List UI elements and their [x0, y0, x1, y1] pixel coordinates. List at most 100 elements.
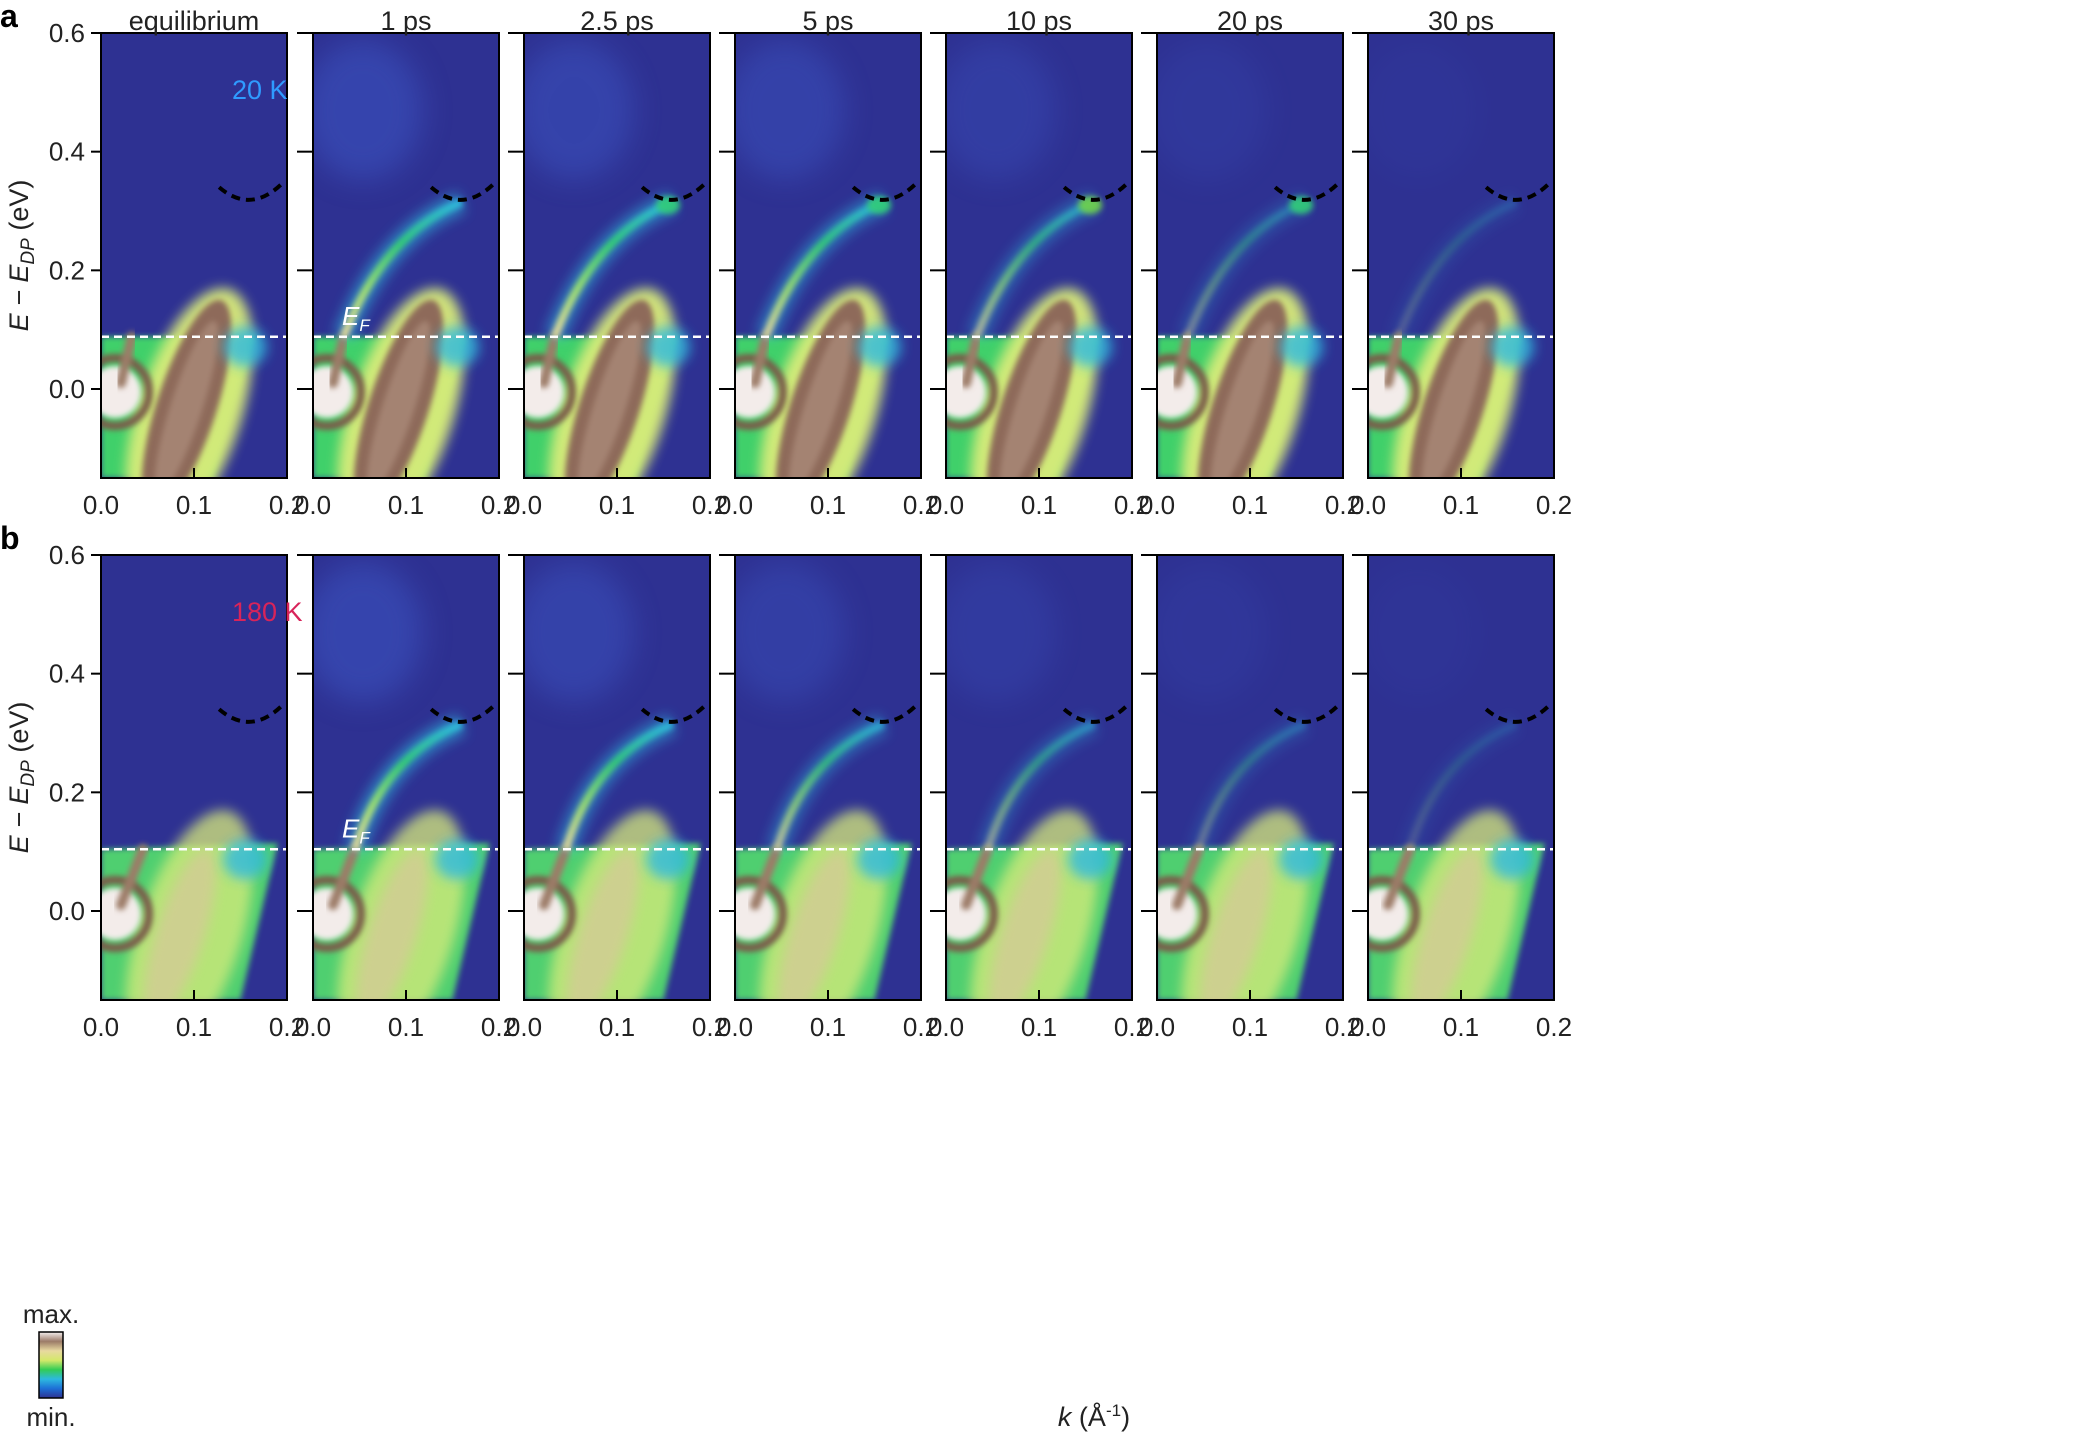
dirac-cone-rim: [1157, 353, 1209, 430]
dirac-cone-core: [524, 887, 564, 940]
surface-state-branch: [328, 331, 349, 389]
conduction-band-guide: [429, 181, 496, 202]
fermi-edge-glow: [1490, 839, 1535, 880]
column-title: 30 ps: [1428, 6, 1494, 36]
excited-band: [1195, 720, 1308, 851]
panel-letter-a: a: [0, 0, 18, 34]
surface-state-branch: [750, 331, 771, 389]
dirac-cone-rim: [101, 875, 153, 952]
dirac-cone-rim: [946, 875, 998, 952]
y-tick-label: 0.2: [49, 255, 85, 285]
bulk-band-core: [778, 848, 851, 1000]
surface-state-branch: [1383, 331, 1404, 389]
excited-band: [562, 720, 675, 851]
x-tick-label: 0.0: [717, 1012, 753, 1042]
dirac-cone-core: [735, 365, 775, 418]
hot-electron-glow: [735, 562, 845, 703]
excited-band: [550, 198, 675, 339]
x-tick-label: 0.2: [481, 1012, 517, 1042]
bulk-band-center: [577, 321, 642, 478]
hot-electron-glow: [1157, 40, 1267, 181]
x-tick-label: 0.2: [481, 490, 517, 520]
y-tick-label: 0.4: [49, 137, 85, 167]
dirac-cone-rim: [735, 353, 787, 430]
x-tick-label: 0.2: [1114, 490, 1150, 520]
surface-state-branch: [1172, 844, 1204, 911]
hot-electron-glow: [946, 40, 1056, 181]
column-title: 2.5 ps: [580, 6, 654, 36]
excited-band: [1183, 198, 1308, 339]
surface-state-branch: [1383, 844, 1415, 911]
excited-band: [773, 720, 886, 851]
x-tick-label: 0.0: [928, 1012, 964, 1042]
fermi-edge-glow: [1068, 326, 1113, 367]
fermi-edge-glow: [1279, 326, 1324, 367]
surface-state-branch: [328, 844, 360, 911]
panel-a-3: 0.0 0.1 0.2 5 ps: [717, 6, 939, 520]
fermi-edge-glow: [646, 839, 691, 880]
x-tick-label: 0.2: [269, 490, 305, 520]
y-tick-label: 0.6: [49, 540, 85, 570]
x-tick-label: 0.2: [903, 1012, 939, 1042]
bulk-band-core: [1200, 848, 1273, 1000]
conduction-band-guide: [640, 181, 707, 202]
column-title: 5 ps: [802, 6, 853, 36]
temperature-label: 180 K: [232, 597, 303, 627]
fermi-edge-glow: [1279, 839, 1324, 880]
x-tick-label: 0.0: [506, 490, 542, 520]
x-tick-label: 0.0: [1350, 490, 1386, 520]
panel-a-6: 0.0 0.1 0.2 30 ps: [1350, 6, 1572, 520]
y-axis-label: E − EDP (eV): [4, 180, 39, 332]
surface-state-branch: [116, 844, 148, 911]
x-tick-label: 0.0: [83, 1012, 119, 1042]
bulk-band-core: [567, 848, 640, 1000]
bulk-band-core: [989, 848, 1062, 1000]
dirac-cone-core: [946, 365, 986, 418]
fermi-edge-glow: [435, 839, 480, 880]
surface-state-branch: [961, 331, 982, 389]
bulk-band-center: [1421, 321, 1486, 478]
x-tick-label: 0.1: [810, 490, 846, 520]
panel-b-2: 0.0 0.1 0.2: [506, 554, 728, 1042]
x-tick-label: 0.0: [928, 490, 964, 520]
x-tick-label: 0.0: [506, 1012, 542, 1042]
fermi-level-label: EF: [342, 301, 371, 335]
conduction-band-guide: [851, 181, 918, 202]
fermi-edge-glow: [857, 326, 902, 367]
dirac-cone-core: [101, 887, 141, 940]
bulk-band-center: [788, 321, 853, 478]
dirac-cone-rim: [1368, 875, 1420, 952]
x-tick-label: 0.0: [1139, 490, 1175, 520]
panel-a-1: 0.0 0.1 0.2 1 ps: [295, 6, 517, 520]
x-tick-label: 0.1: [1443, 1012, 1479, 1042]
x-tick-label: 0.1: [176, 490, 212, 520]
conduction-band-guide: [217, 181, 284, 202]
dirac-cone-rim: [313, 875, 365, 952]
x-tick-label: 0.2: [692, 490, 728, 520]
fermi-edge-glow: [646, 326, 691, 367]
x-tick-label: 0.0: [295, 1012, 331, 1042]
colorbar: [38, 1331, 64, 1399]
x-tick-label: 0.2: [1536, 1012, 1572, 1042]
hot-electron-glow: [524, 562, 634, 703]
dirac-cone-rim: [524, 353, 576, 430]
panel-b-4: 0.0 0.1 0.2: [928, 554, 1150, 1042]
dirac-cone-rim: [101, 353, 153, 430]
dirac-cone-core: [1157, 365, 1197, 418]
x-tick-label: 0.1: [388, 490, 424, 520]
dirac-cone-core: [313, 365, 353, 418]
hot-electron-glow: [313, 40, 423, 181]
column-title: 20 ps: [1217, 6, 1283, 36]
x-tick-label: 0.2: [269, 1012, 305, 1042]
conduction-band-guide: [1484, 703, 1551, 724]
x-tick-label: 0.1: [1021, 490, 1057, 520]
dirac-cone-core: [735, 887, 775, 940]
fermi-level-label: EF: [342, 813, 371, 847]
dirac-cone-core: [524, 365, 564, 418]
x-tick-label: 0.2: [692, 1012, 728, 1042]
bulk-band-core: [144, 848, 217, 1000]
panel-a-4: 0.0 0.1 0.2 10 ps: [928, 6, 1150, 520]
dirac-cone-rim: [524, 875, 576, 952]
